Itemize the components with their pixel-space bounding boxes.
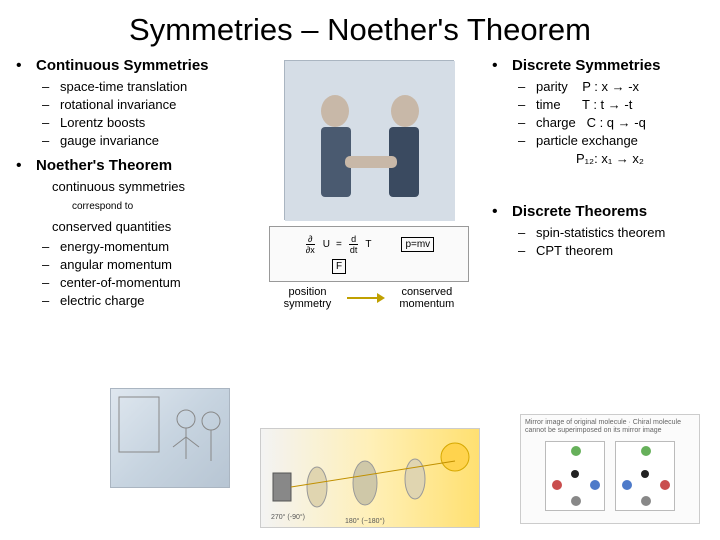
svg-text:270° (-90°): 270° (-90°)	[271, 513, 305, 521]
list-item: –spin-statistics theorem	[518, 224, 712, 242]
item-label: angular momentum	[60, 256, 172, 274]
list-item-extra: P₁₂: x₁ → x₂	[518, 150, 712, 168]
heading-noether: Noether's Theorem	[36, 156, 172, 176]
list-item: –parity P : x → -x	[518, 78, 712, 96]
list-item: –electric charge	[42, 292, 246, 310]
discrete-list: –parity P : x → -x –time T : t → -t –cha…	[518, 78, 712, 168]
conserved-list: –energy-momentum –angular momentum –cent…	[42, 238, 246, 310]
continuous-list: –space-time translation –rotational inva…	[42, 78, 246, 150]
polarizer-diagram: 270° (-90°) 180° (−180°)	[260, 428, 480, 528]
formula-box: ∂∂x U = ddt T p=mv F	[269, 226, 469, 282]
list-item: –space-time translation	[42, 78, 246, 96]
left-column: • Continuous Symmetries –space-time tran…	[16, 56, 246, 316]
item-label: P₁₂: x₁ → x₂	[576, 150, 644, 168]
item-label: particle exchange	[536, 132, 638, 150]
list-item: –CPT theorem	[518, 242, 712, 260]
conserved-momentum-label: conserved momentum	[399, 286, 454, 310]
item-label: parity P : x → -x	[536, 78, 639, 96]
note-conserved-quantities: conserved quantities	[52, 218, 246, 236]
item-label: rotational invariance	[60, 96, 176, 114]
symmetry-arrow-row: position symmetry conserved momentum	[254, 286, 484, 310]
note-continuous-symmetries: continuous symmetries	[52, 178, 246, 196]
mirror-sketch-icon	[111, 389, 231, 489]
polarizer-icon: 270° (-90°) 180° (−180°)	[265, 433, 477, 525]
item-label: CPT theorem	[536, 242, 613, 260]
chiral-molecule-diagram: Mirror image of original molecule · Chir…	[520, 414, 700, 524]
list-item: –particle exchange	[518, 132, 712, 150]
content-columns: • Continuous Symmetries –space-time tran…	[0, 56, 720, 316]
heading-discrete-theorems: Discrete Theorems	[512, 202, 647, 222]
bullet-discrete: • Discrete Symmetries	[492, 56, 712, 76]
bullet-dot-icon: •	[16, 56, 26, 76]
handshake-icon	[285, 61, 455, 221]
formula-momentum: p=mv	[401, 237, 434, 252]
molecule-right	[615, 441, 675, 511]
item-label: spin-statistics theorem	[536, 224, 665, 242]
molecule-left	[545, 441, 605, 511]
list-item: –charge C : q → -q	[518, 114, 712, 132]
item-label: center-of-momentum	[60, 274, 181, 292]
bullet-continuous: • Continuous Symmetries	[16, 56, 246, 76]
right-column: • Discrete Symmetries –parity P : x → -x…	[492, 56, 712, 316]
svg-text:180° (−180°): 180° (−180°)	[345, 517, 385, 525]
item-label: Lorentz boosts	[60, 114, 145, 132]
item-label: space-time translation	[60, 78, 187, 96]
heading-continuous: Continuous Symmetries	[36, 56, 209, 76]
item-label: charge C : q → -q	[536, 114, 646, 132]
bullet-discrete-theorems: • Discrete Theorems	[492, 202, 712, 222]
note-correspond-to: correspond to	[72, 198, 246, 216]
bullet-dot-icon: •	[492, 202, 502, 222]
theorems-list: –spin-statistics theorem –CPT theorem	[518, 224, 712, 260]
handshake-image	[284, 60, 454, 220]
list-item: –energy-momentum	[42, 238, 246, 256]
list-item: –angular momentum	[42, 256, 246, 274]
item-label: electric charge	[60, 292, 145, 310]
heading-discrete: Discrete Symmetries	[512, 56, 660, 76]
formula-force: F	[332, 259, 346, 274]
list-item: –rotational invariance	[42, 96, 246, 114]
bullet-noether: • Noether's Theorem	[16, 156, 246, 176]
item-label: gauge invariance	[60, 132, 159, 150]
arrow-right-icon	[345, 291, 385, 305]
slide-title: Symmetries – Noether's Theorem	[0, 0, 720, 56]
bullet-dot-icon: •	[16, 156, 26, 176]
middle-column: ∂∂x U = ddt T p=mv F position symmetry c…	[254, 56, 484, 316]
item-label: energy-momentum	[60, 238, 169, 256]
bullet-dot-icon: •	[492, 56, 502, 76]
list-item: –center-of-momentum	[42, 274, 246, 292]
position-symmetry-label: position symmetry	[284, 286, 332, 310]
item-label: time T : t → -t	[536, 96, 632, 114]
list-item: –gauge invariance	[42, 132, 246, 150]
list-item: –Lorentz boosts	[42, 114, 246, 132]
list-item: –time T : t → -t	[518, 96, 712, 114]
mirror-sketch-image	[110, 388, 230, 488]
